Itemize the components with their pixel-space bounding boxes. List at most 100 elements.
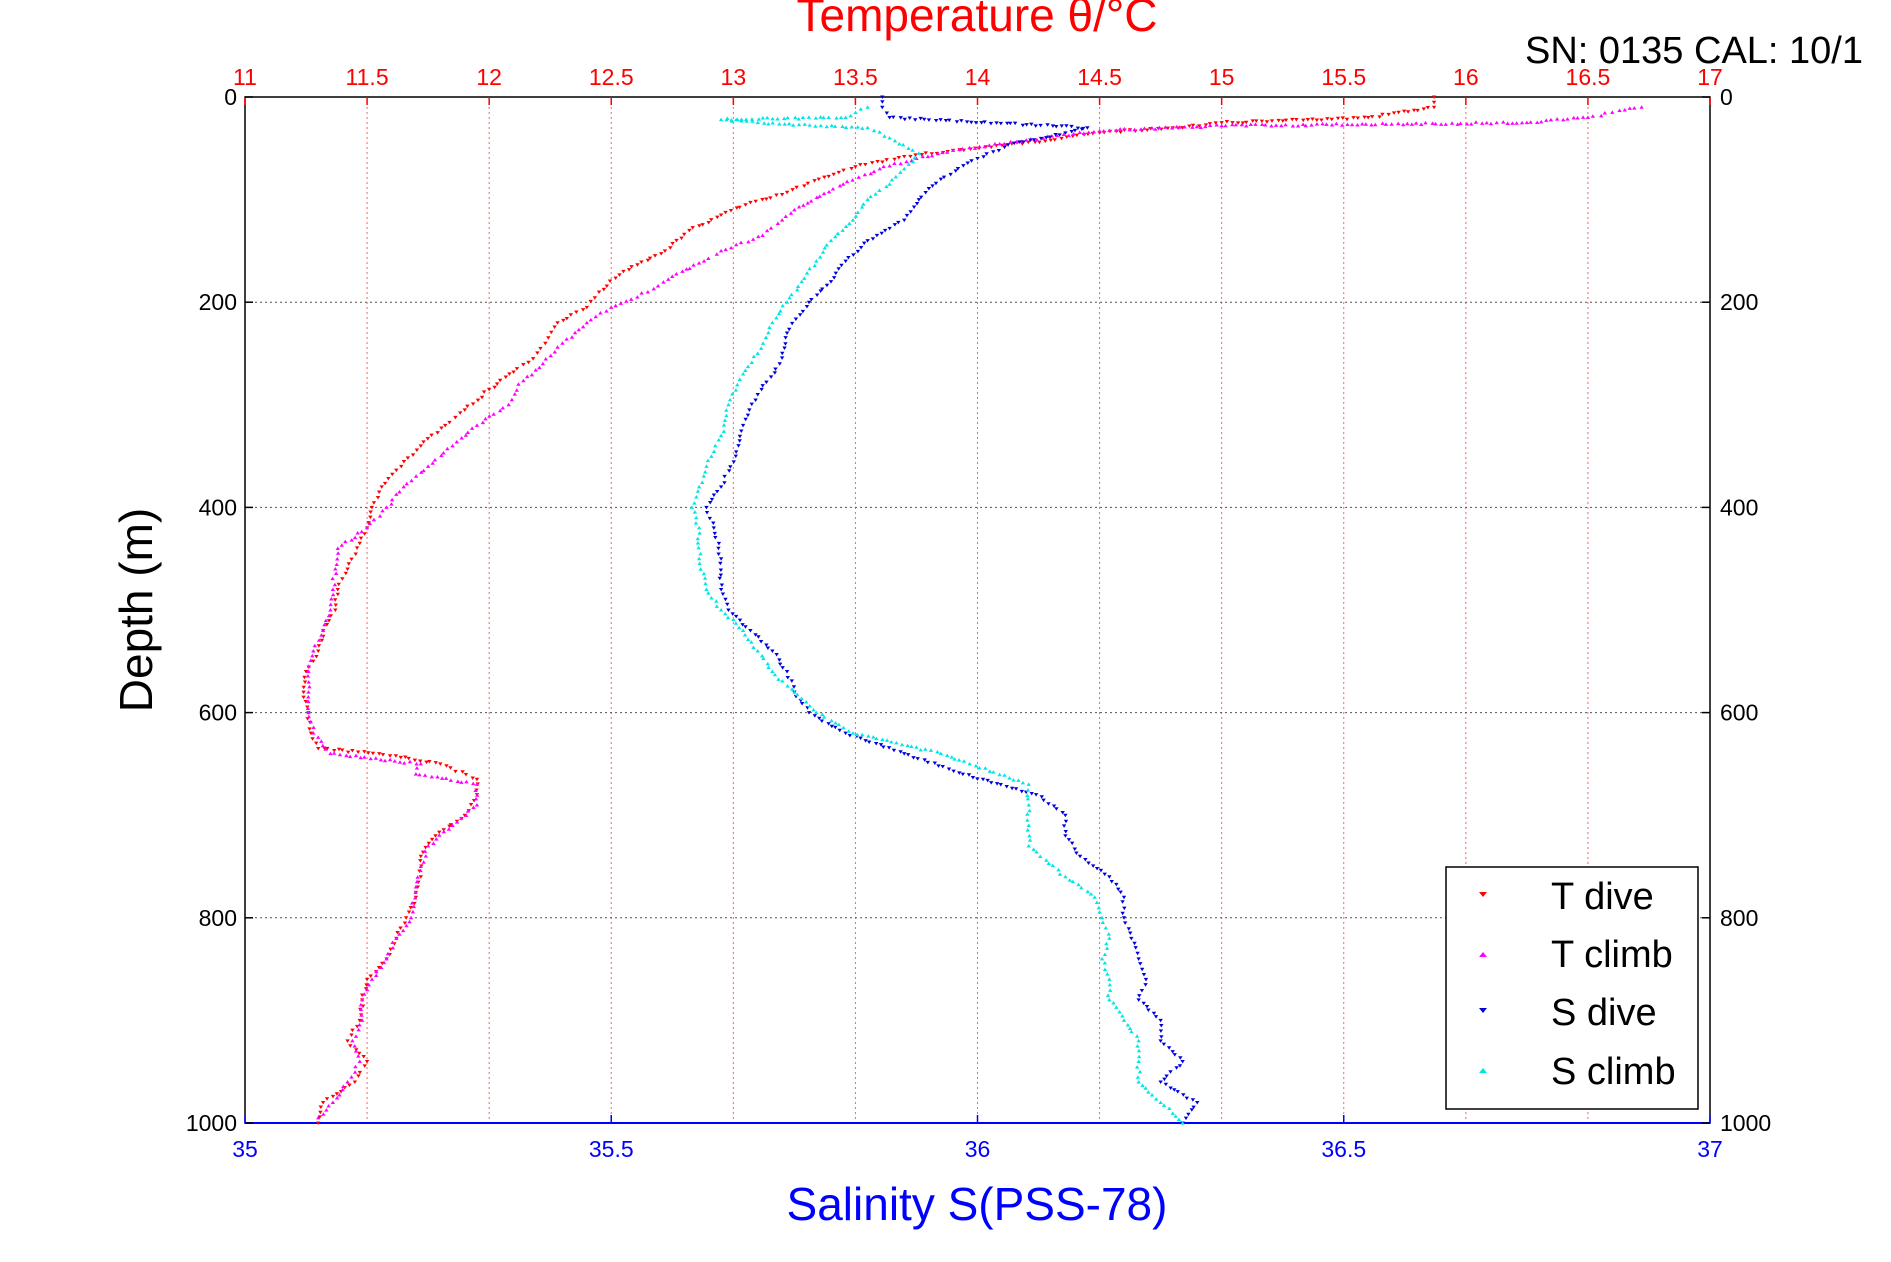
data-point [833,271,839,276]
data-point [756,635,761,639]
data-point [443,423,448,428]
data-point [780,679,785,683]
data-point [817,194,822,198]
data-point [1085,126,1090,130]
data-point [880,105,885,110]
data-point [779,356,785,360]
data-point [1121,895,1127,900]
data-point [425,464,431,468]
data-point [470,776,475,781]
data-point [670,274,675,279]
data-point [853,214,859,218]
data-point [793,317,799,322]
data-point [887,226,892,231]
data-point [736,625,742,630]
data-point [749,117,755,121]
data-point [862,172,868,177]
temperature-tick-label: 14 [965,64,991,90]
data-point [733,621,739,625]
data-point [764,380,769,385]
data-point [690,226,695,230]
data-point [1235,121,1241,125]
data-point [882,228,888,233]
data-point [730,391,735,396]
data-point [814,259,819,263]
data-point [1197,124,1202,128]
data-point [956,758,962,762]
data-point [766,122,771,126]
data-point [406,910,412,914]
data-point [533,368,538,372]
data-point [1180,1121,1185,1125]
data-point [1386,112,1391,117]
data-point [402,761,407,765]
data-point [1425,106,1431,110]
data-point [1213,121,1218,125]
data-point [336,582,341,587]
data-point [1063,830,1068,834]
data-point [776,677,781,681]
data-point [1012,121,1018,126]
data-point [394,936,399,940]
data-point [511,370,516,374]
data-point [382,758,388,763]
data-point [497,408,503,413]
data-point [345,1039,350,1043]
data-point [1008,121,1013,126]
data-point [1102,952,1108,957]
temperature-tick-label: 11.5 [346,64,389,90]
data-point [1085,889,1090,894]
data-point [629,297,634,301]
data-point [1300,122,1306,127]
data-point [1121,1018,1127,1022]
data-point [982,144,987,149]
data-point [751,645,756,649]
data-point [711,526,716,530]
data-point [356,1051,362,1056]
data-point [730,119,735,123]
data-point [357,1059,362,1063]
data-point [430,461,435,465]
data-point [718,248,724,253]
data-point [1076,882,1081,887]
data-point [738,240,744,245]
data-point [1329,117,1334,122]
data-point [433,834,438,838]
data-point [368,515,373,520]
data-point [1075,126,1081,131]
data-point [767,325,772,330]
data-point [802,122,808,126]
data-point [357,1018,362,1023]
data-point [973,763,979,768]
data-point [1373,122,1378,127]
data-point [889,177,895,182]
data-point [722,474,727,479]
data-point [898,170,903,174]
data-point [1139,967,1145,972]
data-point [1048,138,1053,143]
data-point [904,159,909,164]
data-point [1239,122,1245,127]
data-point [1047,135,1053,139]
data-point [722,418,728,422]
depth-tick-label: 1000 [186,1110,237,1136]
data-point [806,300,812,305]
data-point [1305,117,1311,122]
data-point [325,746,330,751]
data-point [865,197,870,202]
data-point [320,628,326,633]
data-point [1067,878,1073,882]
data-point [1105,993,1111,997]
data-point [1114,128,1119,132]
data-point [645,289,651,294]
data-point [350,749,355,753]
data-point [371,501,377,505]
data-point [569,335,575,339]
data-point [796,116,801,121]
data-point [1161,1103,1167,1107]
data-point [944,753,950,758]
data-point [455,779,461,784]
data-point [770,669,775,674]
data-point [871,735,876,739]
data-point [404,923,409,928]
